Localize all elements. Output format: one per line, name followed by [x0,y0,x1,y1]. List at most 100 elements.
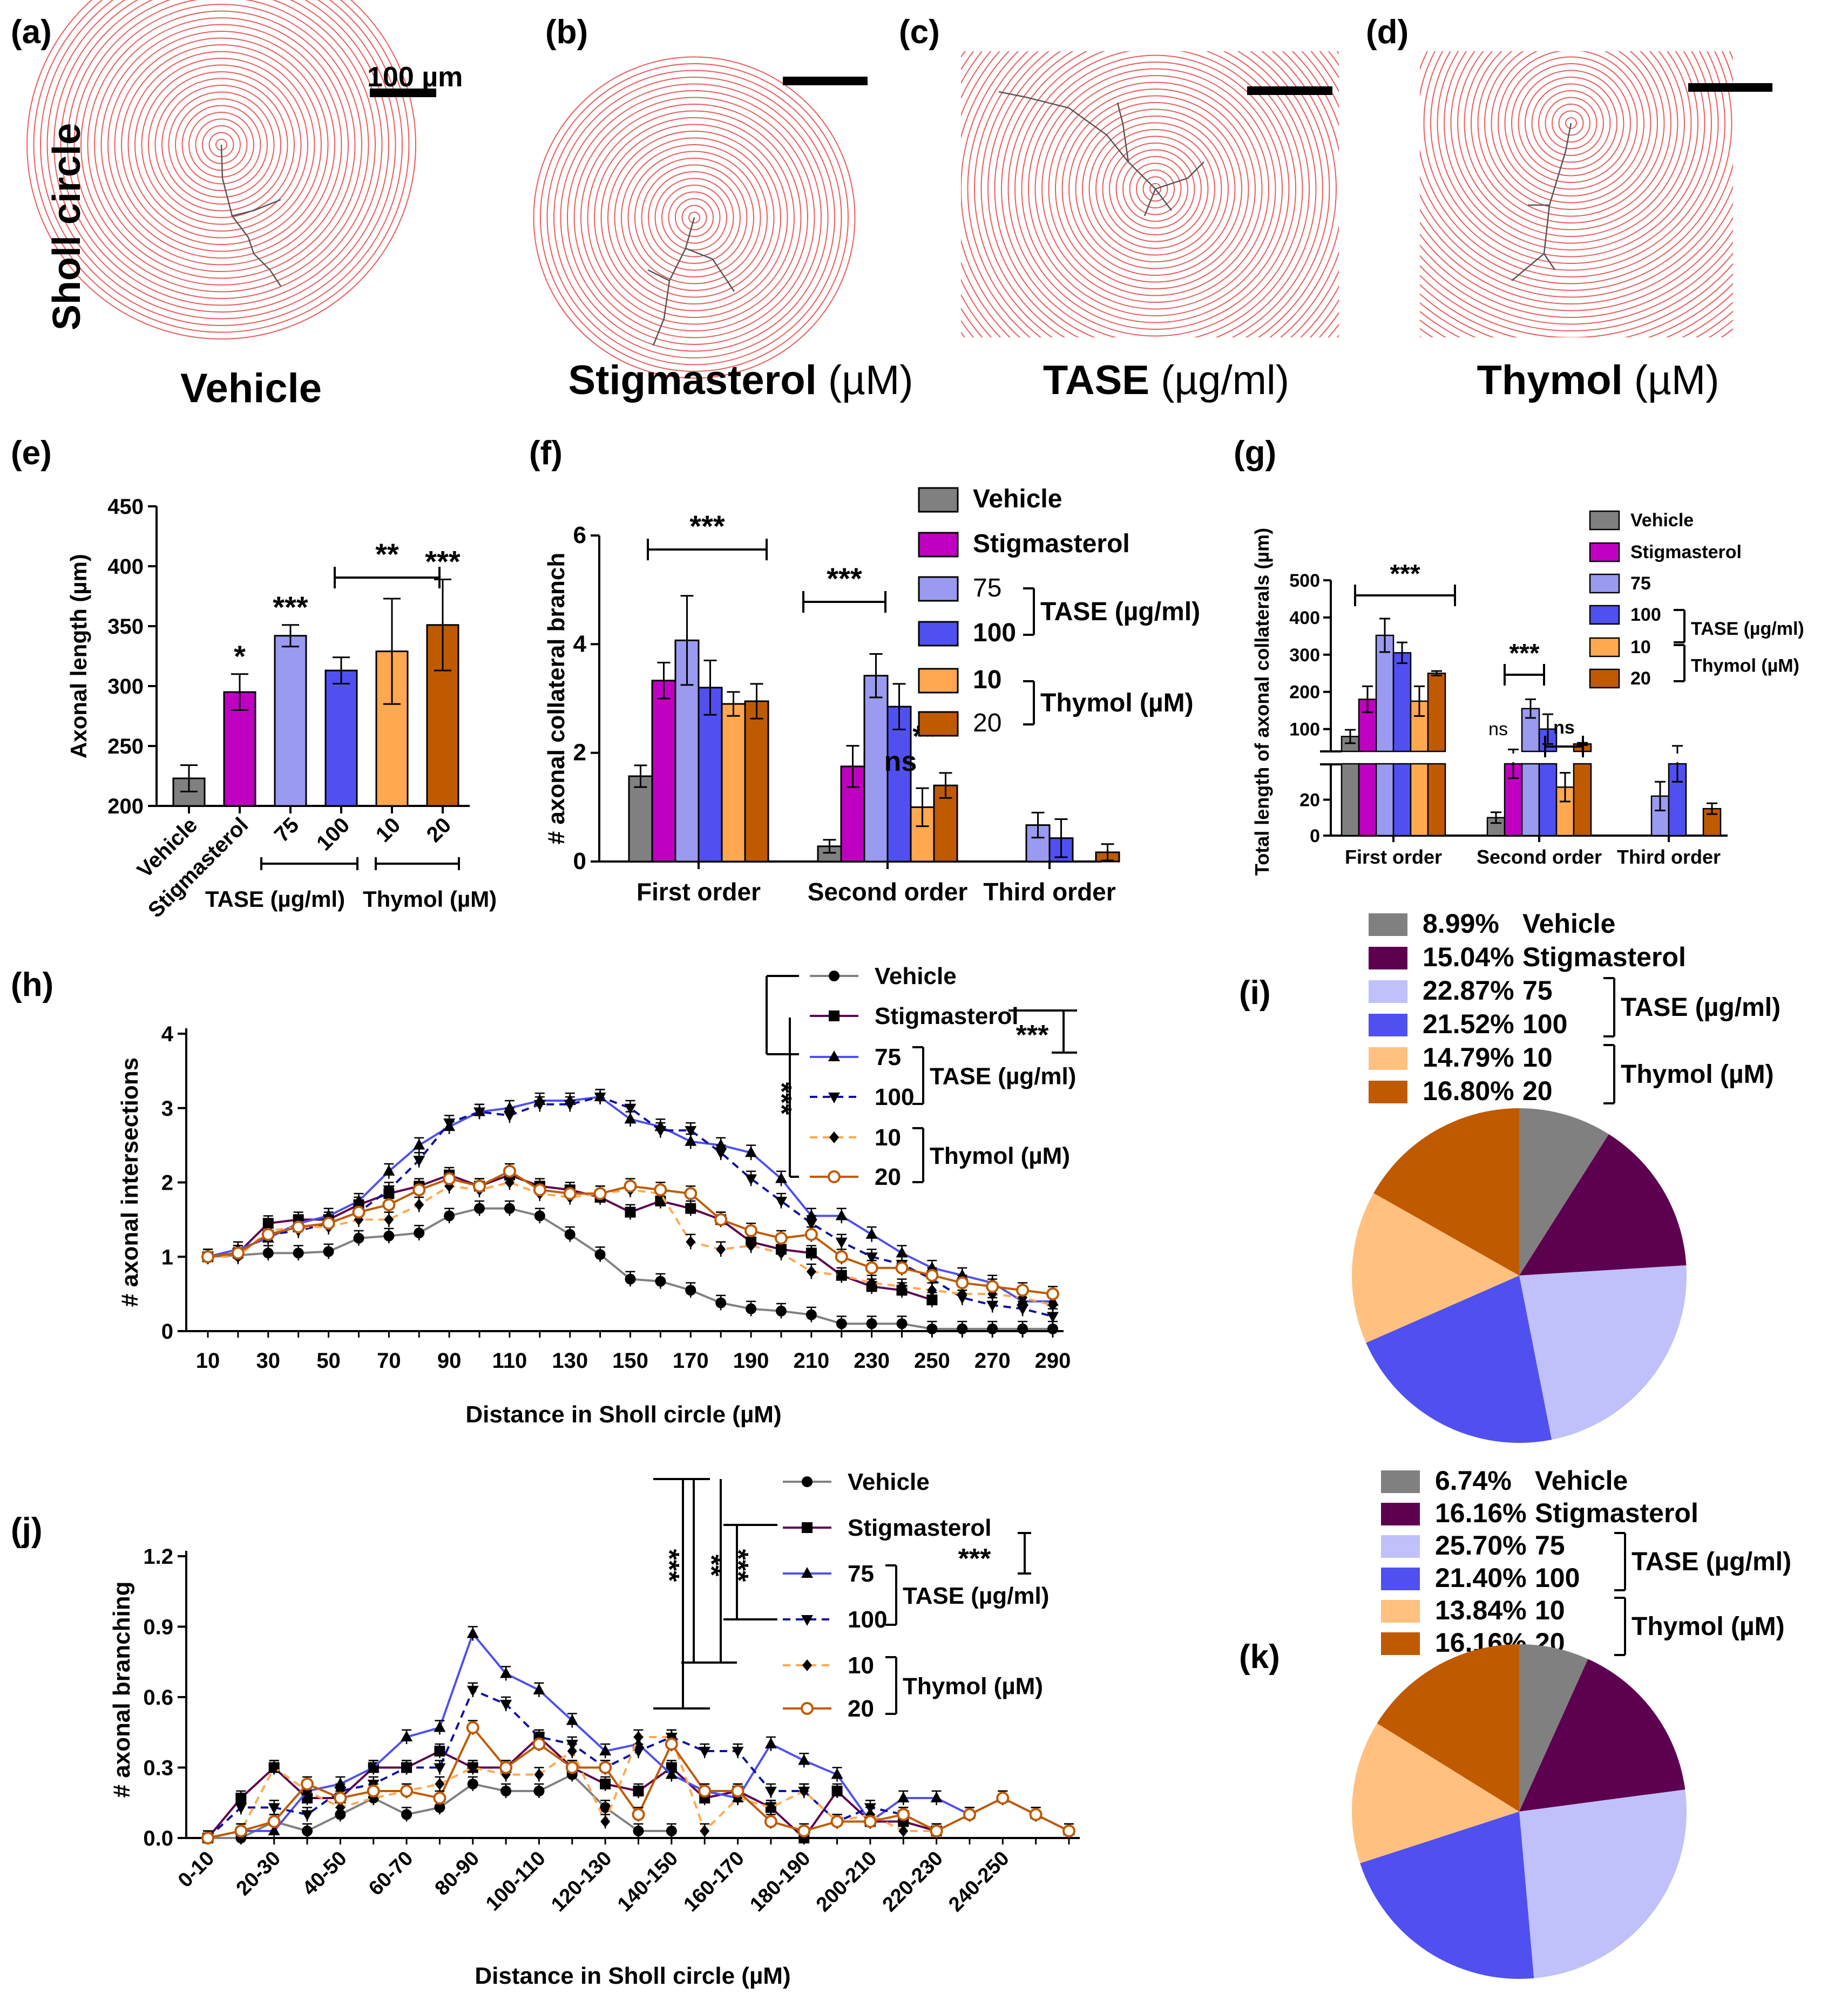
sholl-ring [1444,51,1698,250]
sholl-ring [980,51,1330,337]
x-tick-label: Third order [983,878,1115,906]
legend-label: Stigmasterol [1630,542,1742,562]
neurite-trace [269,269,282,287]
marker [897,1280,907,1293]
marker [503,1164,516,1178]
sholl-ring [1471,51,1671,223]
x-tick-label: 30 [256,1349,281,1373]
pie-slice-20 [1373,1108,1519,1276]
sig-label: ns [1553,717,1575,738]
sholl-ring [148,71,295,218]
y-tick-label: 1 [161,1245,173,1269]
x-tick-label: 10 [371,813,405,847]
y-tick-label: 0.6 [143,1686,173,1710]
chart-f: (f) 0 2 4 6# axonal collateral branch First o… [529,435,1200,906]
marker [805,1219,817,1230]
x-tick-label: First order [637,878,761,906]
marker [231,1246,245,1260]
sholl-ring [1457,51,1685,237]
sig-label: *** [958,1543,991,1575]
pie-slice-vehicle [1519,1644,1588,1812]
marker [956,1269,969,1280]
y-axis-label: # axonal collateral branch [543,553,570,844]
marker [686,1236,696,1248]
marker [797,1824,811,1837]
marker [262,1247,274,1259]
bar-10-lower [1410,763,1429,837]
legend-percent: 15.04% [1423,942,1514,972]
sholl-ring [1041,75,1269,303]
y-tick-label: 1.2 [143,1545,173,1569]
title-name: TASE [1043,357,1149,403]
marker [930,1792,943,1803]
marker [434,1763,446,1774]
marker [434,1721,446,1732]
sholl-ring [614,137,775,298]
sig-label: *** [827,561,862,595]
marker [567,1745,577,1758]
marker [746,1239,756,1252]
marker [715,1138,727,1150]
pie-slice-stigmasterol [1519,1134,1687,1276]
marker [293,1247,304,1259]
series-line [207,1096,1053,1303]
marker [1017,1323,1028,1334]
marker [685,1135,697,1146]
marker [466,1627,479,1638]
sholl-ring [1102,135,1209,242]
marker [775,1172,787,1183]
legend-swatch [918,576,959,602]
marker [866,1318,877,1330]
marker [624,1113,637,1124]
panel-letter-j: (j) [11,1511,43,1549]
marker [353,1194,365,1205]
legend-swatch [1589,573,1620,594]
marker [829,971,840,981]
y-tick-label: 0.0 [143,1827,173,1850]
title-unit: (µM) [1623,357,1720,403]
marker [715,1148,727,1159]
legend-swatch [918,621,959,647]
marker [267,1815,281,1828]
marker [828,1170,841,1183]
marker [334,1792,347,1805]
sholl-ring [67,0,376,299]
pie-slice-10 [1352,1723,1519,1863]
marker [865,1227,878,1239]
sholl-ring [648,171,741,264]
sig-label: ns [884,746,917,777]
marker [401,1730,413,1741]
sholl-ring [1021,55,1290,323]
pie-slice-stigmasterol [1519,1659,1685,1812]
marker [353,1232,364,1244]
y-tick-label: 450 [107,495,144,519]
marker [930,1824,943,1837]
marker [632,1747,645,1758]
sholl-ring [80,4,362,286]
marker [599,1761,612,1774]
marker [322,1217,335,1230]
sholl-ring [967,51,1339,337]
x-tick-label: 160-170 [680,1847,749,1916]
marker [533,1786,545,1796]
marker [829,1131,839,1143]
sholl-ring [553,77,835,358]
legend-group-label: TASE (µg/ml) [930,1063,1076,1090]
y-tick-label: 0 [161,1320,173,1344]
y-tick-label: 0 [573,848,586,874]
pie-slice-100 [1360,1812,1534,1979]
sholl-ring [1420,252,1733,331]
legend-label: 75 [973,574,1001,602]
panel-letter-h: (h) [11,966,53,1003]
sig-label: *** [1016,1020,1049,1051]
marker [746,1303,757,1314]
marker [865,1261,878,1274]
sig-label: *** [766,1082,797,1115]
legend-swatch [1381,1600,1420,1623]
sholl-rings [26,0,416,340]
sholl-ring [1075,108,1236,269]
marker [835,1209,848,1220]
legend-label: Vehicle [1630,510,1694,531]
marker [401,1763,413,1774]
legend-percent: 16.80% [1423,1076,1514,1106]
